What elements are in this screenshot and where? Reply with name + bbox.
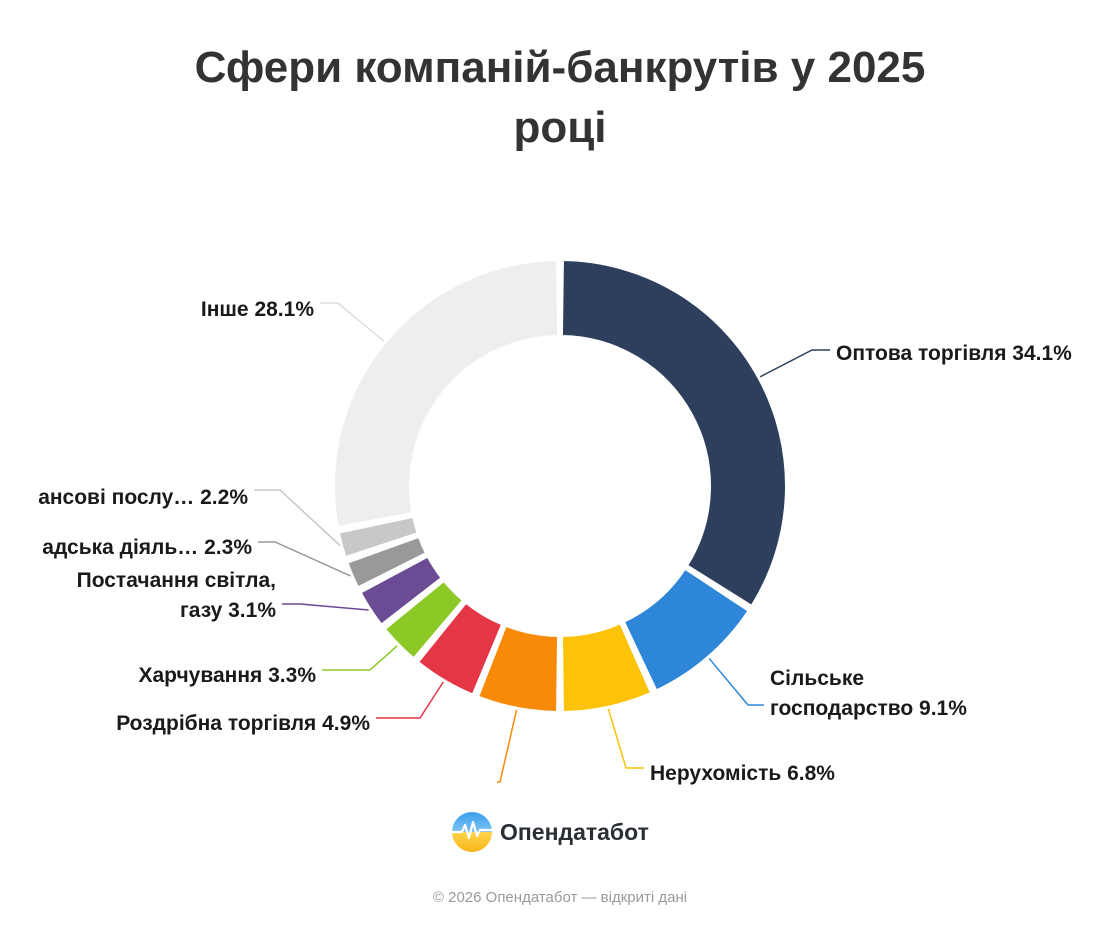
donut-slice[interactable] [477,624,560,713]
slice-label: Роздрібна торгівля 4.9% [116,712,370,735]
donut-slice[interactable] [384,579,464,660]
slice-label: Нерухомість 6.8% [650,762,835,785]
chart-title: Сфери компаній-банкрутів у 2025 році [194,43,926,152]
slice-connector [759,349,830,378]
donut-slice[interactable] [560,622,652,713]
slice-label: Оптова торгівля 34.1% [836,342,1072,365]
donut-slice[interactable] [333,259,560,528]
slice-connector [607,708,644,769]
copyright-text: © 2026 Опендатабот — відкриті дані [432,889,688,906]
slice-label: ансові послу… 2.2% [38,486,248,509]
donut-slice[interactable] [622,567,750,692]
slice-connector [322,645,398,671]
slice-connector [320,302,385,342]
donut-slice[interactable] [337,515,419,559]
slice-label: адська діяль… 2.3% [42,536,252,559]
donut-slice[interactable] [359,555,443,626]
slice-label: Постачання світла, газу 3.1% [77,569,277,622]
logo-text: Опендатабот [500,818,649,845]
slice-label: Інше 28.1% [201,298,314,321]
slice-label: Сільське господарство 9.1% [770,667,967,720]
donut-slice[interactable] [417,601,504,696]
slice-connector [708,657,764,706]
brand-logo: Опендатабот [450,810,649,854]
slice-connector [254,489,341,547]
donut-slice[interactable] [560,259,787,607]
slice-connector [258,541,351,577]
slice-label: Харчування 3.3% [139,664,317,687]
donut-slice[interactable] [346,535,427,589]
slice-connector [282,603,369,611]
slice-connector [376,681,444,719]
slice-connector [497,709,518,783]
logo-icon [452,812,492,852]
